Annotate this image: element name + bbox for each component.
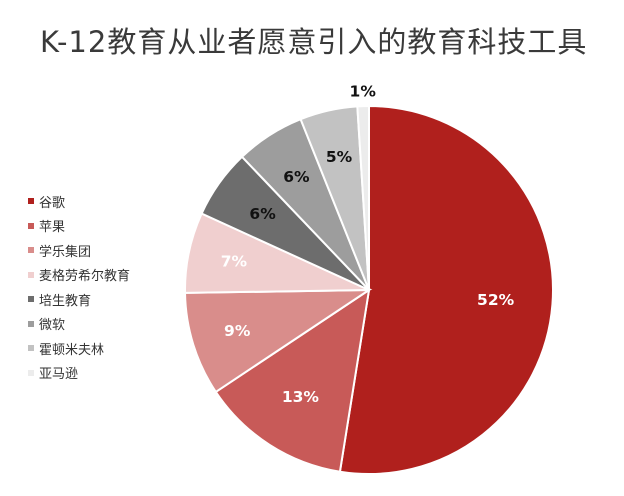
legend-label: 麦格劳希尔教育 [39,269,131,285]
legend-label: 苹果 [39,220,66,236]
legend-label: 学乐集团 [39,244,92,260]
legend-label: 谷歌 [39,195,66,211]
legend-swatch [28,296,34,303]
slice-label-6: 6% [283,168,310,186]
pie-slice-1 [338,104,554,475]
legend-item: 苹果 [28,214,130,239]
legend-label: 霍顿米夫林 [39,342,105,358]
slice-label-2: 13% [282,388,320,406]
legend-item: 亚马逊 [28,361,130,386]
slice-label-1: 52% [477,291,515,309]
slice-label-4: 7% [221,253,248,271]
legend-item: 麦格劳希尔教育 [28,263,130,288]
pie-slice-2 [214,287,371,473]
legend-item: 谷歌 [28,189,130,214]
legend-swatch [28,198,34,205]
legend-swatch [28,320,34,327]
legend-swatch [28,247,34,254]
legend-item: 培生教育 [28,287,130,312]
legend-item: 学乐集团 [28,238,130,263]
slice-label-3: 9% [224,322,251,340]
legend-label: 微软 [39,318,66,334]
legend-swatch [28,345,34,352]
legend-swatch [28,369,34,376]
pie-slice-3 [184,288,373,394]
slice-label-5: 6% [249,205,276,223]
legend-item: 霍顿米夫林 [28,336,130,361]
legend-swatch [28,222,34,229]
legend-item: 微软 [28,312,130,337]
legend-label: 亚马逊 [39,367,79,383]
legend-swatch [28,271,34,278]
legend: 谷歌苹果学乐集团麦格劳希尔教育 培生教育微软霍顿米夫林亚马逊 [28,189,130,385]
slice-label-7: 5% [326,148,353,166]
legend-label: 培生教育 [39,293,92,309]
slice-label-8: 1% [350,82,377,100]
pie-slice-8 [356,104,370,291]
chart-title: K-12教育从业者愿意引入的教育科技工具 [40,25,588,59]
